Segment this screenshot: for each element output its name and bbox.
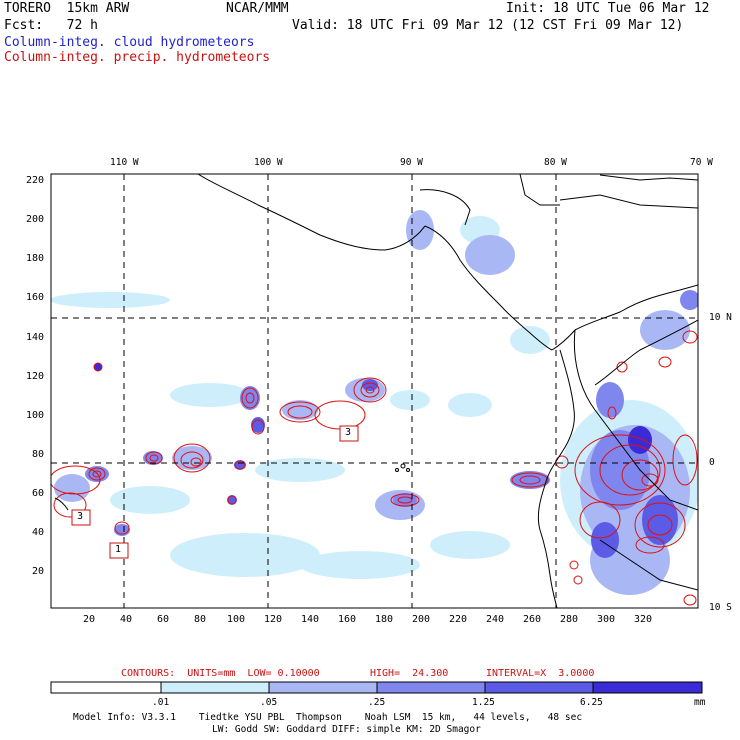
colorbar-tick: 1.25 — [472, 697, 495, 708]
org-label: NCAR/MMM — [226, 1, 289, 16]
colorbar-tick: 6.25 — [580, 697, 603, 708]
x-tick: 240 — [486, 614, 505, 625]
lon-label-70w: 70 W — [690, 157, 713, 168]
lon-label-100w: 100 W — [254, 157, 283, 168]
legend-precip: Column-integ. precip. hydrometeors — [4, 50, 271, 65]
x-tick: 120 — [264, 614, 283, 625]
x-tick: 220 — [449, 614, 468, 625]
y-tick: 40 — [32, 527, 45, 538]
lon-label-80w: 80 W — [544, 157, 567, 168]
y-tick: 120 — [26, 371, 45, 382]
model-info: Model Info: V3.3.1 Tiedtke YSU PBL Thomp… — [73, 712, 583, 723]
model-physics: LW: Godd SW: Goddard DIFF: simple KM: 2D… — [212, 724, 481, 735]
x-tick: 280 — [560, 614, 579, 625]
contour-high: HIGH= 24.300 — [370, 668, 449, 679]
x-tick: 180 — [375, 614, 394, 625]
lat-label-0: 0 — [709, 457, 715, 468]
colorbar-unit: mm — [694, 697, 706, 708]
y-tick: 80 — [32, 449, 45, 460]
lon-label-90w: 90 W — [400, 157, 423, 168]
y-tick: 60 — [32, 488, 45, 499]
forecast-hour: Fcst: 72 h — [4, 18, 98, 33]
model-title: TORERO 15km ARW — [4, 1, 130, 16]
x-tick: 100 — [227, 614, 246, 625]
x-tick: 20 — [83, 614, 96, 625]
legend-cloud: Column-integ. cloud hydrometeors — [4, 35, 255, 50]
map-frame — [50, 173, 699, 609]
precip-contours — [51, 330, 698, 606]
y-tick: 180 — [26, 253, 45, 264]
box-label-2: 3 — [77, 511, 84, 522]
box-labels — [71, 425, 359, 559]
valid-time: Valid: 18 UTC Fri 09 Mar 12 (12 CST Fri … — [292, 18, 684, 33]
x-tick: 140 — [301, 614, 320, 625]
box-label-3: 1 — [115, 544, 122, 555]
init-time: Init: 18 UTC Tue 06 Mar 12 — [506, 1, 710, 16]
x-tick: 160 — [338, 614, 357, 625]
y-tick: 20 — [32, 566, 45, 577]
x-tick: 320 — [634, 614, 653, 625]
box-label-1: 3 — [345, 427, 352, 438]
y-tick: 100 — [26, 410, 45, 421]
lat-label-10s: 10 S — [709, 602, 732, 613]
x-tick: 200 — [412, 614, 431, 625]
y-tick: 160 — [26, 292, 45, 303]
latlon-grid — [51, 174, 698, 608]
colorbar-tick: .05 — [260, 697, 278, 708]
colorbar-tick: .01 — [152, 697, 170, 708]
y-tick: 200 — [26, 214, 45, 225]
colorbar-tick: .25 — [368, 697, 386, 708]
y-tick: 220 — [26, 175, 45, 186]
y-tick: 140 — [26, 332, 45, 343]
x-tick: 260 — [523, 614, 542, 625]
cloud-shading — [51, 210, 698, 595]
x-tick: 60 — [157, 614, 170, 625]
lat-label-10n: 10 N — [709, 312, 732, 323]
contour-interval: INTERVAL=X 3.0000 — [486, 668, 595, 679]
lon-label-110w: 110 W — [110, 157, 139, 168]
x-tick: 40 — [120, 614, 133, 625]
contour-units: CONTOURS: UNITS=mm LOW= 0.10000 — [121, 668, 320, 679]
x-tick: 80 — [194, 614, 207, 625]
x-tick: 300 — [597, 614, 616, 625]
